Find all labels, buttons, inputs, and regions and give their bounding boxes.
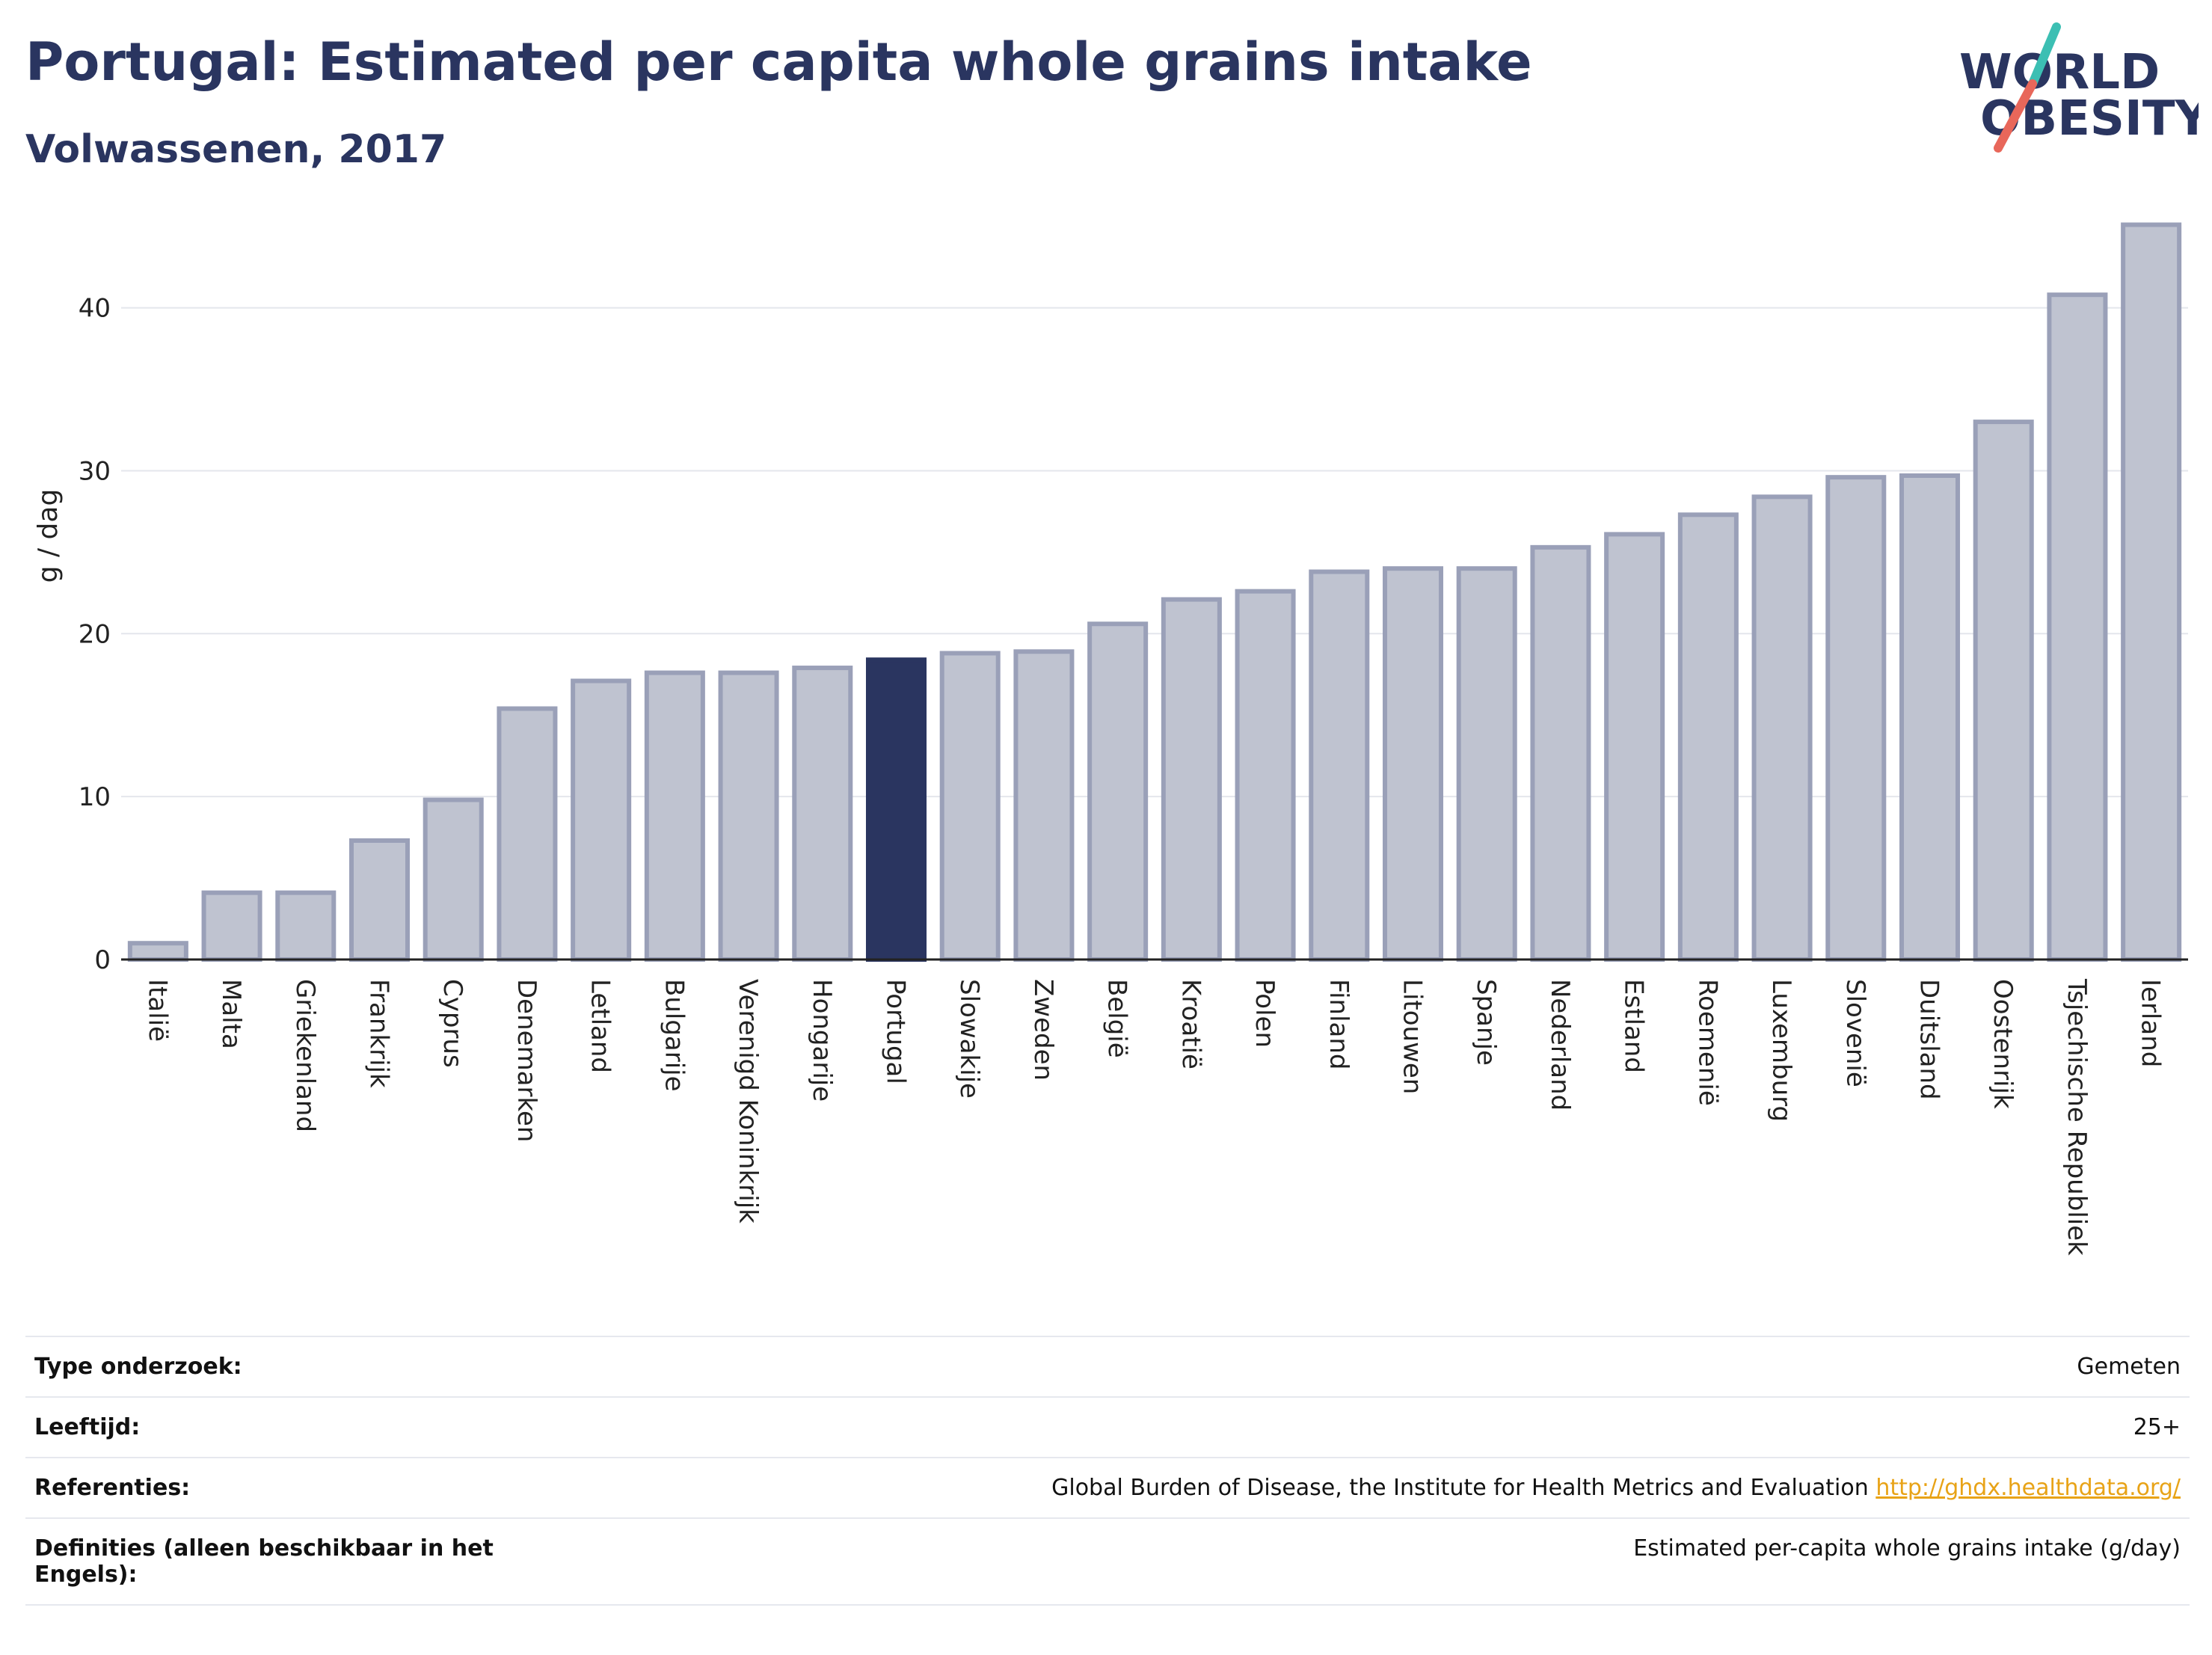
bar[interactable] [2121, 222, 2182, 962]
bar[interactable] [571, 678, 632, 962]
x-tick-label: Denemarken [511, 979, 541, 1142]
x-tick-label: Letland [586, 979, 615, 1073]
bar[interactable] [497, 706, 558, 962]
x-tick-label: Portugal [881, 979, 911, 1084]
bar[interactable] [1161, 597, 1222, 962]
bar[interactable] [939, 651, 1001, 962]
bar-highlight[interactable] [865, 657, 927, 962]
bar[interactable] [127, 941, 188, 962]
bar[interactable] [1899, 473, 1961, 962]
chart-subtitle: Volwassenen, 2017 [25, 127, 447, 172]
bar[interactable] [1235, 589, 1296, 962]
info-row-survey-type: Type onderzoek: Gemeten [25, 1336, 2190, 1397]
y-tick-label: 10 [79, 782, 111, 812]
x-tick-label: Roemenië [1692, 979, 1722, 1106]
x-tick-label: Luxemburg [1766, 979, 1796, 1122]
x-tick-label: Ierland [2136, 979, 2166, 1067]
info-row-references: Referenties: Global Burden of Disease, t… [25, 1457, 2190, 1518]
bar[interactable] [644, 670, 705, 962]
bar[interactable] [1751, 494, 1813, 962]
info-value: Global Burden of Disease, the Institute … [522, 1457, 2190, 1518]
x-tick-label: Italië [142, 979, 172, 1042]
x-tick-label: Oostenrijk [1988, 979, 2018, 1109]
info-label: Referenties: [25, 1457, 522, 1518]
x-tick-label: Duitsland [1914, 979, 1944, 1100]
x-tick-label: Litouwen [1398, 979, 1428, 1094]
logo-slash-red [1994, 79, 2037, 153]
x-tick-label: Zweden [1028, 979, 1058, 1081]
y-axis-label: g / dag [33, 489, 64, 583]
bar[interactable] [1382, 566, 1444, 962]
bar[interactable] [348, 838, 411, 962]
x-tick-label: Kroatië [1176, 979, 1205, 1069]
bar[interactable] [1677, 512, 1739, 962]
x-tick-label: Griekenland [290, 979, 320, 1132]
bar[interactable] [1309, 569, 1370, 962]
bar[interactable] [423, 797, 484, 962]
world-obesity-logo: WORLD OBESITY [1959, 22, 2199, 153]
info-value: Gemeten [522, 1336, 2190, 1397]
info-value: Estimated per-capita whole grains intake… [522, 1517, 2190, 1606]
chart-title: Portugal: Estimated per capita whole gra… [25, 31, 1532, 93]
bar[interactable] [1825, 475, 1887, 962]
x-tick-label: Nederland [1545, 979, 1575, 1111]
bars [127, 222, 2182, 962]
bar[interactable] [718, 670, 779, 962]
x-tick-label: Polen [1250, 979, 1279, 1048]
x-tick-label: Slovenië [1840, 979, 1870, 1087]
bar[interactable] [275, 890, 337, 962]
info-label: Definities (alleen beschikbaar in het En… [25, 1517, 522, 1606]
y-tick-label: 0 [94, 945, 111, 975]
x-tick-label: Bulgarije [659, 979, 689, 1092]
reference-text: Global Burden of Disease, the Institute … [1051, 1475, 1869, 1501]
bar[interactable] [1973, 420, 2034, 962]
bar[interactable] [1087, 621, 1149, 962]
y-tick-label: 40 [79, 294, 111, 324]
bar[interactable] [792, 666, 853, 962]
info-label: Type onderzoek: [25, 1336, 522, 1397]
x-tick-label: Cyprus [437, 979, 467, 1068]
info-table: Type onderzoek: Gemeten Leeftijd: 25+ Re… [25, 1336, 2190, 1606]
x-tick-label: Hongarije [807, 979, 837, 1102]
x-tick-label: Finland [1324, 979, 1354, 1070]
logo-line-1: WORLD [1959, 45, 2160, 100]
x-tick-label: Slowakije [954, 979, 984, 1099]
bar[interactable] [2047, 292, 2108, 962]
y-tick-label: 20 [79, 619, 111, 649]
x-tick-label: Malta [216, 979, 246, 1049]
x-tick-label: België [1102, 979, 1132, 1058]
x-tick-label: Tsjechische Republiek [2062, 978, 2092, 1256]
logo-slash-teal [2028, 22, 2061, 88]
x-tick-label: Estland [1619, 979, 1649, 1073]
x-tick-label: Verenigd Koninkrijk [733, 979, 763, 1223]
y-tick-label: 30 [79, 456, 111, 486]
bar-chart: 0 10 20 30 40 g / dag Italië Malta Griekenland Fr… [33, 222, 2188, 1256]
tick-labels: 0 10 20 30 40 g / dag Italië Malta Griekenland Fr… [33, 294, 2166, 1256]
info-row-definitions: Definities (alleen beschikbaar in het En… [25, 1517, 2190, 1606]
info-value: 25+ [522, 1396, 2190, 1458]
reference-link[interactable]: http://ghdx.healthdata.org/ [1875, 1475, 2181, 1501]
bar[interactable] [1013, 649, 1075, 962]
bar[interactable] [1530, 544, 1591, 962]
info-label: Leeftijd: [25, 1396, 522, 1458]
bar[interactable] [1604, 532, 1665, 962]
info-row-age: Leeftijd: 25+ [25, 1396, 2190, 1458]
x-tick-label: Frankrijk [364, 979, 394, 1088]
bar[interactable] [201, 890, 262, 962]
bar[interactable] [1456, 566, 1517, 962]
x-tick-label: Spanje [1471, 979, 1501, 1066]
